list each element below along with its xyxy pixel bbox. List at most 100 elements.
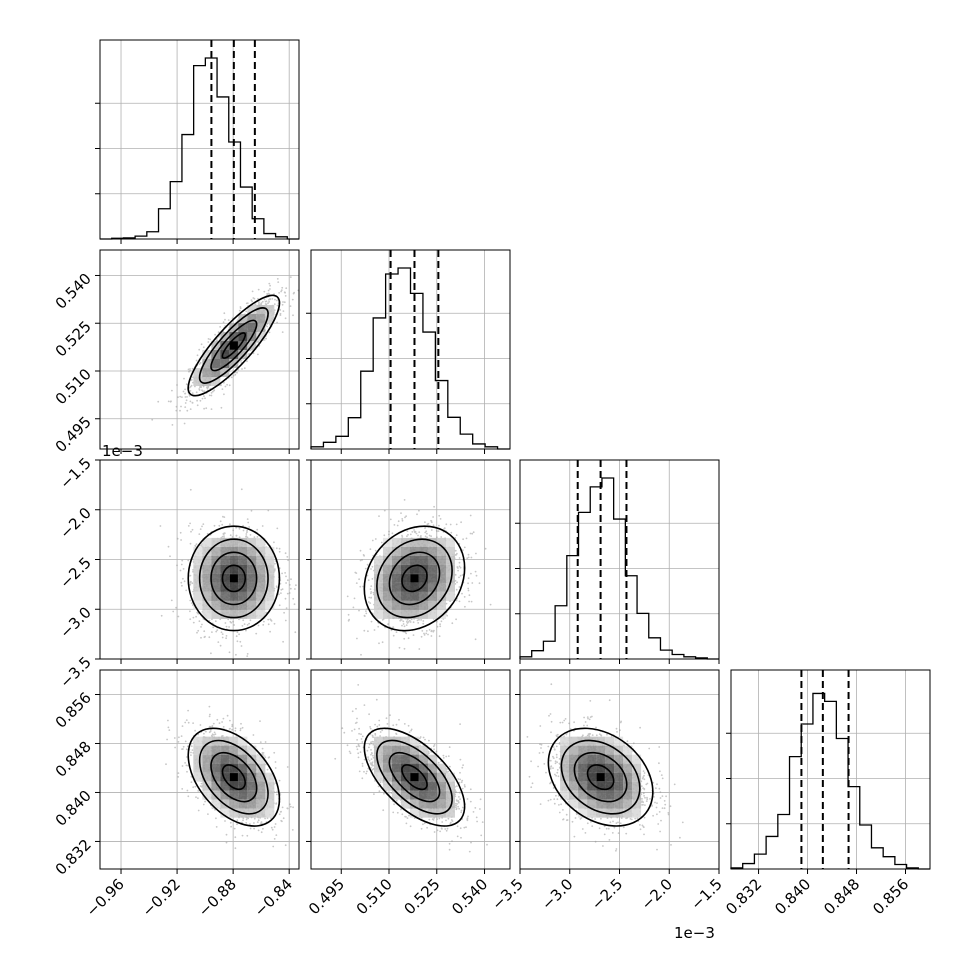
- density-cell: [238, 555, 248, 565]
- sample-point: [406, 620, 408, 623]
- sample-point: [266, 323, 269, 325]
- hist-bars-3: [730, 692, 930, 870]
- sample-point: [289, 305, 292, 307]
- sample-point: [225, 841, 228, 844]
- density-cell: [256, 314, 266, 324]
- sample-point: [181, 559, 184, 562]
- density-cell: [229, 591, 239, 601]
- sample-point: [400, 619, 403, 621]
- sample-point: [242, 819, 244, 822]
- sample-point: [425, 632, 428, 635]
- density-cell: [265, 564, 275, 574]
- sample-point: [474, 570, 477, 573]
- sample-point: [194, 544, 197, 547]
- density-cell: [247, 573, 257, 583]
- sample-point: [179, 569, 182, 572]
- density-cell: [247, 305, 257, 315]
- sample-point: [180, 563, 183, 566]
- sample-point: [199, 528, 202, 530]
- sample-point: [278, 292, 280, 294]
- density-cell: [256, 564, 266, 574]
- sample-point: [406, 619, 409, 621]
- sample-point: [274, 298, 276, 301]
- sample-point: [430, 529, 433, 531]
- sample-point: [467, 553, 470, 556]
- sample-point: [221, 633, 224, 635]
- sample-point: [196, 611, 199, 614]
- sample-point: [277, 281, 280, 283]
- sample-point: [210, 394, 213, 397]
- density-cell: [409, 555, 419, 565]
- sample-point: [269, 284, 271, 287]
- hist-frame: [310, 249, 511, 450]
- sample-point: [470, 600, 473, 603]
- density-cell: [229, 332, 239, 342]
- hist-frame: [730, 669, 931, 870]
- sample-point: [370, 596, 373, 599]
- density-cell: [211, 609, 221, 619]
- sample-point: [284, 572, 286, 574]
- sample-point: [250, 509, 253, 512]
- sample-point: [180, 405, 182, 408]
- sample-point: [177, 772, 180, 774]
- sample-point: [267, 623, 270, 626]
- sample-point: [239, 640, 242, 643]
- sample-point: [392, 634, 395, 637]
- sample-point: [425, 630, 428, 632]
- sample-point: [424, 521, 426, 524]
- density-cell: [409, 582, 419, 592]
- density-cell: [427, 609, 437, 619]
- density-cell: [436, 609, 446, 619]
- sample-point: [172, 610, 175, 613]
- sample-point: [282, 301, 284, 303]
- sample-point: [422, 622, 425, 625]
- sample-point: [410, 618, 413, 621]
- sample-point: [459, 566, 462, 569]
- sample-point: [278, 547, 281, 550]
- sample-point: [409, 533, 412, 536]
- sample-point: [263, 620, 265, 623]
- density-cell: [418, 555, 428, 565]
- density-cell: [445, 564, 455, 574]
- sample-point: [218, 524, 221, 527]
- sample-point: [189, 368, 191, 370]
- sample-point: [470, 556, 473, 559]
- sample-point: [284, 295, 287, 297]
- sample-point: [401, 536, 404, 538]
- hist-axes-bg: [731, 670, 930, 869]
- sample-point: [186, 409, 189, 412]
- sample-point: [196, 404, 199, 407]
- density-cell: [418, 600, 428, 610]
- sample-point: [245, 535, 248, 538]
- sample-point: [268, 282, 271, 285]
- hist-panel-0: [95, 39, 300, 244]
- sample-point: [187, 368, 190, 371]
- sample-point: [285, 582, 287, 584]
- sample-point: [370, 585, 373, 587]
- scatter-panel-3-0: [95, 669, 300, 874]
- sample-point: [414, 530, 417, 533]
- density-cell: [220, 341, 230, 351]
- sample-point: [457, 569, 459, 572]
- density-cell: [238, 573, 248, 583]
- density-cell: [238, 332, 248, 342]
- sample-point: [182, 568, 185, 570]
- sample-point: [247, 521, 250, 524]
- sample-point: [246, 302, 249, 304]
- sample-point: [439, 625, 442, 628]
- sample-point: [204, 397, 206, 400]
- sample-point: [198, 363, 201, 365]
- sample-point: [362, 585, 364, 588]
- sample-point: [183, 580, 186, 583]
- sample-point: [198, 348, 201, 351]
- density-cell: [436, 582, 446, 592]
- sample-point: [195, 543, 198, 545]
- sample-point: [245, 629, 247, 632]
- sample-point: [421, 630, 424, 632]
- density-cell: [247, 564, 257, 574]
- sample-point: [180, 539, 183, 541]
- sample-point: [352, 606, 355, 609]
- sample-point: [218, 336, 220, 338]
- sample-point: [264, 303, 267, 305]
- contour-2: [376, 538, 453, 619]
